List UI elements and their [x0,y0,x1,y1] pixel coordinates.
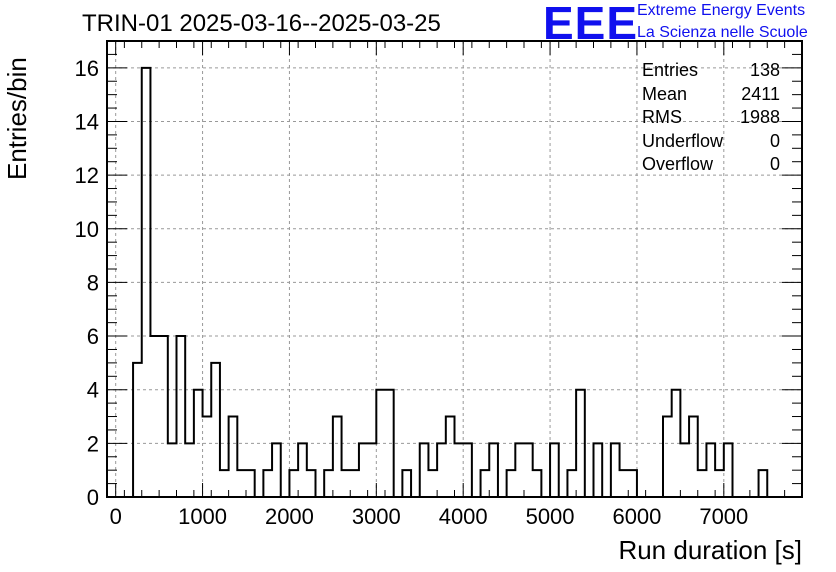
x-tick-label: 7000 [699,504,748,529]
x-tick-labels: 0 1000 2000 3000 4000 5000 6000 7000 [110,504,749,529]
stats-label: Mean [642,83,688,104]
histogram-series [124,66,785,498]
y-axis-label: Entries/bin [2,57,32,180]
y-tick-labels: 0 2 4 6 8 10 12 14 16 [75,56,99,510]
x-tick-label: 0 [110,504,122,529]
stats-row-underflow: Underflow 0 [642,131,780,155]
y-tick-label: 8 [87,270,99,295]
x-axis-label: Run duration [s] [618,535,802,565]
stats-row-rms: RMS 1988 [642,107,780,131]
stats-label: Entries [642,60,699,80]
x-tick-label: 3000 [352,504,401,529]
y-tick-label: 16 [75,56,99,81]
stats-label: Underflow [642,130,724,151]
grid [107,41,802,497]
stats-value: 1988 [739,107,780,127]
y-tick-label: 12 [75,163,99,188]
y-tick-label: 4 [87,378,99,403]
chart-title: TRIN-01 2025-03-16--2025-03-25 [82,10,441,37]
y-tick-label: 14 [75,109,99,134]
y-tick-label: 2 [87,431,99,456]
x-tick-label: 1000 [178,504,227,529]
logo-text-line1: Extreme Energy Events [637,2,806,19]
stats-row-mean: Mean 2411 [642,84,780,108]
stats-box: Entries 138 Mean 2411 RMS 1988 Underflow… [642,60,780,178]
x-tick-label: 4000 [439,504,488,529]
logo-text-line2: La Scienza nelle Scuole [637,24,808,41]
stats-value: 138 [749,60,780,80]
stats-row-overflow: Overflow 0 [642,154,780,178]
stats-value: 0 [769,130,780,151]
y-tick-label: 6 [87,324,99,349]
stats-label: Overflow [642,154,714,174]
x-tick-label: 2000 [265,504,314,529]
eee-logo: EEE [543,0,639,49]
stats-row-entries: Entries 138 [642,60,780,84]
x-tick-label: 5000 [526,504,575,529]
plot-frame [106,40,803,498]
stats-value: 2411 [741,83,780,104]
y-tick-label: 0 [87,485,99,510]
stats-label: RMS [642,107,682,127]
stats-value: 0 [769,154,780,174]
x-tick-label: 6000 [612,504,661,529]
y-tick-label: 10 [75,217,99,242]
